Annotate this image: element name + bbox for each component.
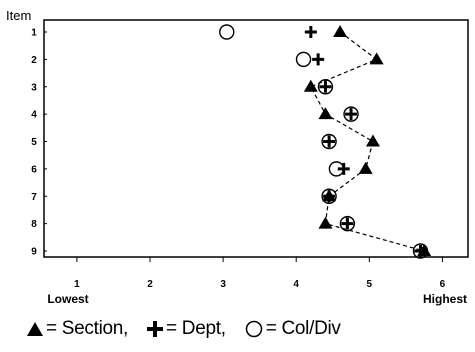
legend: = Section, = Dept, = Col/Div: [26, 314, 359, 344]
col-div-point-1: [219, 24, 235, 40]
dept-point-5: [323, 135, 336, 148]
x-low-label: Lowest: [47, 292, 88, 306]
triangle-icon: [27, 322, 43, 336]
item-label-8: 8: [31, 219, 37, 230]
section-point-5: [365, 134, 380, 147]
x-high-label: Highest: [423, 292, 467, 306]
y-axis-title: Item: [6, 8, 31, 23]
x-tick-label-1: 1: [74, 279, 80, 290]
x-tick-label-5: 5: [367, 279, 373, 290]
dept-point-9: [414, 245, 427, 257]
dept-point-7: [323, 190, 336, 203]
item-label-7: 7: [31, 192, 37, 203]
legend-label-section: = Section,: [46, 318, 129, 339]
x-tick-label-6: 6: [440, 279, 446, 290]
section-connector-line: [309, 31, 425, 252]
item-label-4: 4: [31, 110, 37, 121]
x-tick-label-3: 3: [220, 279, 226, 290]
plot-frame: [43, 19, 469, 258]
item-label-9: 9: [31, 247, 37, 258]
dept-point-3: [319, 80, 332, 93]
section-point-3: [303, 79, 318, 92]
dept-point-1: [304, 26, 317, 38]
section-point-2: [369, 52, 384, 65]
col-div-point-5: [321, 133, 337, 150]
item-label-2: 2: [31, 55, 37, 66]
legend-item-section: = Section,: [26, 318, 128, 340]
item-label-6: 6: [31, 164, 37, 175]
legend-item-dept: = Dept,: [146, 318, 226, 340]
legend-label-coldiv: = Col/Div: [265, 318, 341, 339]
item-label-5: 5: [31, 137, 37, 148]
col-div-point-4: [343, 106, 359, 122]
x-tick-label-4: 4: [293, 279, 299, 290]
col-div-point-8: [339, 215, 356, 232]
dept-point-4: [345, 108, 358, 121]
section-point-8: [318, 216, 333, 229]
section-point-1: [333, 25, 348, 37]
circle-icon: [245, 320, 262, 338]
dept-point-8: [341, 217, 354, 230]
item-label-1: 1: [31, 28, 37, 39]
section-point-4: [318, 107, 333, 120]
dept-point-6: [337, 162, 350, 175]
plus-icon: [147, 321, 164, 337]
col-div-point-2: [295, 51, 312, 68]
col-div-point-3: [317, 79, 334, 95]
dept-point-2: [312, 53, 325, 66]
legend-item-coldiv: = Col/Div: [244, 318, 341, 340]
section-point-6: [358, 161, 373, 174]
x-tick-label-2: 2: [147, 279, 153, 290]
item-label-3: 3: [31, 82, 37, 93]
legend-label-dept: = Dept,: [166, 318, 226, 339]
